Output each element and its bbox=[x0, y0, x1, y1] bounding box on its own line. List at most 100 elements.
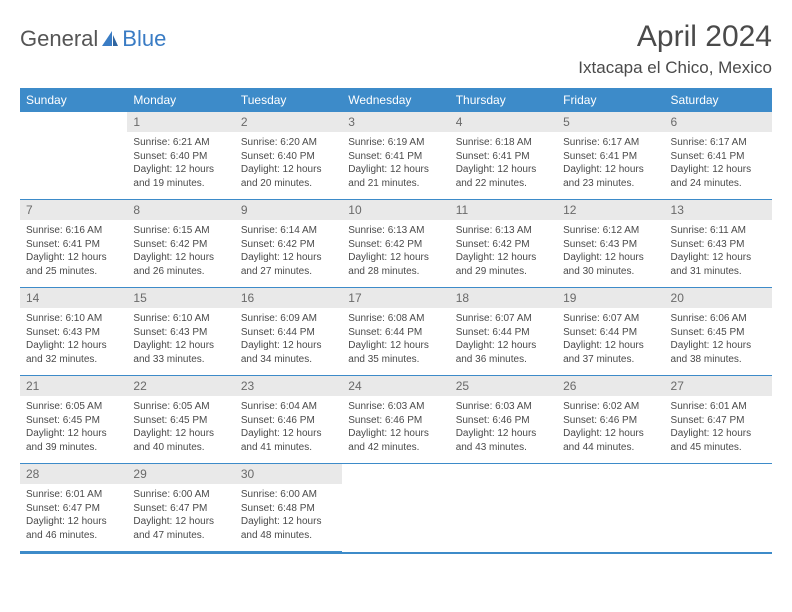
location-label: Ixtacapa el Chico, Mexico bbox=[578, 58, 772, 78]
daylight-line-2: and 48 minutes. bbox=[241, 529, 336, 543]
sunrise-line: Sunrise: 6:15 AM bbox=[133, 224, 228, 238]
daylight-line-1: Daylight: 12 hours bbox=[26, 515, 121, 529]
daylight-line-2: and 44 minutes. bbox=[563, 441, 658, 455]
calendar-page: General Blue April 2024 Ixtacapa el Chic… bbox=[0, 0, 792, 564]
day-number: 6 bbox=[665, 112, 772, 132]
day-details: Sunrise: 6:19 AMSunset: 6:41 PMDaylight:… bbox=[342, 132, 449, 199]
sunrise-line: Sunrise: 6:00 AM bbox=[133, 488, 228, 502]
daylight-line-1: Daylight: 12 hours bbox=[133, 515, 228, 529]
daylight-line-1: Daylight: 12 hours bbox=[348, 339, 443, 353]
day-details: Sunrise: 6:00 AMSunset: 6:47 PMDaylight:… bbox=[127, 484, 234, 551]
calendar-cell bbox=[665, 464, 772, 552]
calendar-cell bbox=[342, 464, 449, 552]
daylight-line-2: and 23 minutes. bbox=[563, 177, 658, 191]
sunrise-line: Sunrise: 6:01 AM bbox=[671, 400, 766, 414]
daylight-line-2: and 41 minutes. bbox=[241, 441, 336, 455]
day-number: 10 bbox=[342, 200, 449, 220]
sunset-line: Sunset: 6:41 PM bbox=[348, 150, 443, 164]
daylight-line-1: Daylight: 12 hours bbox=[241, 339, 336, 353]
day-details: Sunrise: 6:15 AMSunset: 6:42 PMDaylight:… bbox=[127, 220, 234, 287]
day-number: 18 bbox=[450, 288, 557, 308]
sunset-line: Sunset: 6:44 PM bbox=[456, 326, 551, 340]
daylight-line-2: and 35 minutes. bbox=[348, 353, 443, 367]
sunset-line: Sunset: 6:43 PM bbox=[671, 238, 766, 252]
day-number: 14 bbox=[20, 288, 127, 308]
sunset-line: Sunset: 6:46 PM bbox=[241, 414, 336, 428]
day-details: Sunrise: 6:13 AMSunset: 6:42 PMDaylight:… bbox=[342, 220, 449, 287]
daylight-line-2: and 32 minutes. bbox=[26, 353, 121, 367]
daylight-line-2: and 38 minutes. bbox=[671, 353, 766, 367]
day-number: 21 bbox=[20, 376, 127, 396]
calendar-cell: 11Sunrise: 6:13 AMSunset: 6:42 PMDayligh… bbox=[450, 200, 557, 288]
sunset-line: Sunset: 6:45 PM bbox=[671, 326, 766, 340]
sunrise-line: Sunrise: 6:11 AM bbox=[671, 224, 766, 238]
day-details: Sunrise: 6:21 AMSunset: 6:40 PMDaylight:… bbox=[127, 132, 234, 199]
sunrise-line: Sunrise: 6:17 AM bbox=[671, 136, 766, 150]
daylight-line-1: Daylight: 12 hours bbox=[563, 427, 658, 441]
day-number: 22 bbox=[127, 376, 234, 396]
daylight-line-1: Daylight: 12 hours bbox=[133, 427, 228, 441]
daylight-line-1: Daylight: 12 hours bbox=[241, 163, 336, 177]
day-number: 30 bbox=[235, 464, 342, 484]
calendar-cell: 13Sunrise: 6:11 AMSunset: 6:43 PMDayligh… bbox=[665, 200, 772, 288]
sunrise-line: Sunrise: 6:16 AM bbox=[26, 224, 121, 238]
sunset-line: Sunset: 6:48 PM bbox=[241, 502, 336, 516]
calendar-cell: 27Sunrise: 6:01 AMSunset: 6:47 PMDayligh… bbox=[665, 376, 772, 464]
calendar-cell: 6Sunrise: 6:17 AMSunset: 6:41 PMDaylight… bbox=[665, 112, 772, 200]
daylight-line-2: and 36 minutes. bbox=[456, 353, 551, 367]
sunset-line: Sunset: 6:46 PM bbox=[456, 414, 551, 428]
daylight-line-2: and 24 minutes. bbox=[671, 177, 766, 191]
daylight-line-1: Daylight: 12 hours bbox=[671, 339, 766, 353]
day-number: 12 bbox=[557, 200, 664, 220]
calendar-cell: 9Sunrise: 6:14 AMSunset: 6:42 PMDaylight… bbox=[235, 200, 342, 288]
day-number: 28 bbox=[20, 464, 127, 484]
sunrise-line: Sunrise: 6:05 AM bbox=[26, 400, 121, 414]
sunset-line: Sunset: 6:43 PM bbox=[26, 326, 121, 340]
sunrise-line: Sunrise: 6:13 AM bbox=[456, 224, 551, 238]
daylight-line-1: Daylight: 12 hours bbox=[456, 339, 551, 353]
header-row: General Blue April 2024 Ixtacapa el Chic… bbox=[20, 20, 772, 78]
calendar-cell: 19Sunrise: 6:07 AMSunset: 6:44 PMDayligh… bbox=[557, 288, 664, 376]
calendar-cell: 4Sunrise: 6:18 AMSunset: 6:41 PMDaylight… bbox=[450, 112, 557, 200]
sunrise-line: Sunrise: 6:01 AM bbox=[26, 488, 121, 502]
logo: General Blue bbox=[20, 26, 166, 52]
day-number: 13 bbox=[665, 200, 772, 220]
calendar-cell: 1Sunrise: 6:21 AMSunset: 6:40 PMDaylight… bbox=[127, 112, 234, 200]
sunrise-line: Sunrise: 6:04 AM bbox=[241, 400, 336, 414]
calendar-cell bbox=[557, 464, 664, 552]
calendar-cell: 2Sunrise: 6:20 AMSunset: 6:40 PMDaylight… bbox=[235, 112, 342, 200]
sunset-line: Sunset: 6:47 PM bbox=[671, 414, 766, 428]
daylight-line-1: Daylight: 12 hours bbox=[456, 163, 551, 177]
daylight-line-1: Daylight: 12 hours bbox=[563, 339, 658, 353]
calendar-cell: 25Sunrise: 6:03 AMSunset: 6:46 PMDayligh… bbox=[450, 376, 557, 464]
day-details: Sunrise: 6:14 AMSunset: 6:42 PMDaylight:… bbox=[235, 220, 342, 287]
sunrise-line: Sunrise: 6:10 AM bbox=[26, 312, 121, 326]
day-details: Sunrise: 6:09 AMSunset: 6:44 PMDaylight:… bbox=[235, 308, 342, 375]
sunset-line: Sunset: 6:46 PM bbox=[348, 414, 443, 428]
calendar-cell: 16Sunrise: 6:09 AMSunset: 6:44 PMDayligh… bbox=[235, 288, 342, 376]
calendar-cell: 5Sunrise: 6:17 AMSunset: 6:41 PMDaylight… bbox=[557, 112, 664, 200]
calendar-weekday-header: Sunday Monday Tuesday Wednesday Thursday… bbox=[20, 88, 772, 112]
day-details: Sunrise: 6:17 AMSunset: 6:41 PMDaylight:… bbox=[557, 132, 664, 199]
sunset-line: Sunset: 6:40 PM bbox=[133, 150, 228, 164]
daylight-line-1: Daylight: 12 hours bbox=[241, 427, 336, 441]
day-number: 23 bbox=[235, 376, 342, 396]
sunrise-line: Sunrise: 6:17 AM bbox=[563, 136, 658, 150]
sunrise-line: Sunrise: 6:08 AM bbox=[348, 312, 443, 326]
calendar-cell: 17Sunrise: 6:08 AMSunset: 6:44 PMDayligh… bbox=[342, 288, 449, 376]
sunrise-line: Sunrise: 6:20 AM bbox=[241, 136, 336, 150]
day-details: Sunrise: 6:10 AMSunset: 6:43 PMDaylight:… bbox=[127, 308, 234, 375]
sunrise-line: Sunrise: 6:18 AM bbox=[456, 136, 551, 150]
sunrise-line: Sunrise: 6:05 AM bbox=[133, 400, 228, 414]
daylight-line-1: Daylight: 12 hours bbox=[563, 251, 658, 265]
calendar-cell: 3Sunrise: 6:19 AMSunset: 6:41 PMDaylight… bbox=[342, 112, 449, 200]
calendar-row: 28Sunrise: 6:01 AMSunset: 6:47 PMDayligh… bbox=[20, 464, 772, 552]
daylight-line-2: and 31 minutes. bbox=[671, 265, 766, 279]
sunrise-line: Sunrise: 6:03 AM bbox=[348, 400, 443, 414]
sunset-line: Sunset: 6:46 PM bbox=[563, 414, 658, 428]
calendar-cell: 22Sunrise: 6:05 AMSunset: 6:45 PMDayligh… bbox=[127, 376, 234, 464]
daylight-line-2: and 40 minutes. bbox=[133, 441, 228, 455]
daylight-line-1: Daylight: 12 hours bbox=[671, 163, 766, 177]
day-details: Sunrise: 6:07 AMSunset: 6:44 PMDaylight:… bbox=[557, 308, 664, 375]
day-details: Sunrise: 6:07 AMSunset: 6:44 PMDaylight:… bbox=[450, 308, 557, 375]
